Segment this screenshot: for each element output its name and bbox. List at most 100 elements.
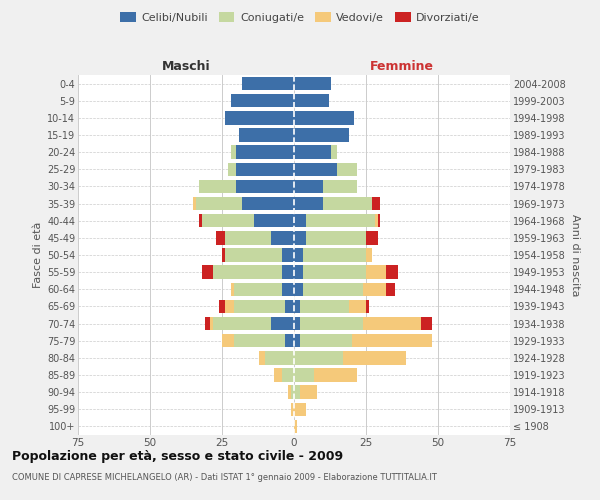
- Bar: [205, 317, 211, 330]
- Bar: [294, 214, 305, 228]
- Bar: [294, 180, 323, 193]
- Bar: [294, 146, 331, 159]
- Bar: [225, 231, 271, 244]
- Bar: [211, 317, 214, 330]
- Bar: [219, 300, 225, 313]
- Bar: [294, 351, 343, 364]
- Bar: [294, 420, 297, 433]
- Bar: [300, 334, 352, 347]
- Bar: [294, 77, 331, 90]
- Bar: [233, 334, 286, 347]
- Bar: [225, 300, 233, 313]
- Bar: [196, 197, 242, 210]
- Bar: [294, 368, 314, 382]
- Bar: [302, 266, 366, 279]
- Bar: [236, 180, 294, 193]
- Bar: [230, 146, 236, 159]
- Bar: [366, 266, 386, 279]
- Bar: [294, 300, 300, 313]
- Bar: [199, 180, 236, 193]
- Bar: [239, 128, 294, 141]
- Bar: [374, 214, 377, 228]
- Bar: [230, 282, 233, 296]
- Bar: [386, 266, 398, 279]
- Bar: [363, 317, 421, 330]
- Bar: [283, 248, 294, 262]
- Bar: [216, 231, 225, 244]
- Text: COMUNE DI CAPRESE MICHELANGELO (AR) - Dati ISTAT 1° gennaio 2009 - Elaborazione : COMUNE DI CAPRESE MICHELANGELO (AR) - Da…: [12, 472, 437, 482]
- Bar: [337, 162, 358, 176]
- Bar: [202, 214, 254, 228]
- Bar: [254, 214, 294, 228]
- Bar: [294, 94, 329, 108]
- Bar: [421, 317, 432, 330]
- Bar: [323, 197, 372, 210]
- Bar: [222, 334, 233, 347]
- Bar: [225, 111, 294, 124]
- Bar: [286, 300, 294, 313]
- Legend: Celibi/Nubili, Coniugati/e, Vedovi/e, Divorziati/e: Celibi/Nubili, Coniugati/e, Vedovi/e, Di…: [116, 8, 484, 28]
- Bar: [366, 231, 377, 244]
- Bar: [302, 248, 366, 262]
- Bar: [225, 248, 283, 262]
- Bar: [377, 214, 380, 228]
- Bar: [294, 111, 355, 124]
- Bar: [294, 128, 349, 141]
- Bar: [259, 351, 265, 364]
- Bar: [294, 386, 300, 399]
- Bar: [242, 197, 294, 210]
- Bar: [193, 197, 196, 210]
- Bar: [283, 266, 294, 279]
- Bar: [366, 248, 372, 262]
- Bar: [283, 368, 294, 382]
- Bar: [372, 197, 380, 210]
- Bar: [228, 162, 236, 176]
- Bar: [236, 146, 294, 159]
- Bar: [294, 197, 323, 210]
- Bar: [271, 231, 294, 244]
- Bar: [214, 266, 283, 279]
- Text: Popolazione per età, sesso e stato civile - 2009: Popolazione per età, sesso e stato civil…: [12, 450, 343, 463]
- Bar: [300, 317, 363, 330]
- Bar: [274, 368, 283, 382]
- Bar: [343, 351, 406, 364]
- Bar: [294, 282, 302, 296]
- Bar: [242, 77, 294, 90]
- Bar: [331, 146, 337, 159]
- Bar: [236, 162, 294, 176]
- Bar: [294, 162, 337, 176]
- Bar: [386, 282, 395, 296]
- Bar: [300, 386, 317, 399]
- Bar: [300, 300, 349, 313]
- Bar: [286, 334, 294, 347]
- Bar: [294, 334, 300, 347]
- Bar: [233, 300, 286, 313]
- Bar: [352, 334, 432, 347]
- Bar: [302, 282, 363, 296]
- Bar: [314, 368, 358, 382]
- Bar: [291, 402, 294, 416]
- Bar: [349, 300, 366, 313]
- Bar: [230, 94, 294, 108]
- Text: Maschi: Maschi: [161, 60, 211, 72]
- Bar: [366, 300, 369, 313]
- Bar: [323, 180, 358, 193]
- Y-axis label: Fasce di età: Fasce di età: [32, 222, 43, 288]
- Bar: [283, 282, 294, 296]
- Bar: [305, 231, 366, 244]
- Bar: [265, 351, 294, 364]
- Text: Femmine: Femmine: [370, 60, 434, 72]
- Bar: [291, 386, 294, 399]
- Bar: [214, 317, 271, 330]
- Bar: [202, 266, 214, 279]
- Bar: [222, 248, 225, 262]
- Bar: [294, 317, 300, 330]
- Bar: [288, 386, 291, 399]
- Bar: [233, 282, 283, 296]
- Bar: [294, 402, 305, 416]
- Bar: [305, 214, 374, 228]
- Bar: [294, 248, 302, 262]
- Bar: [294, 266, 302, 279]
- Bar: [271, 317, 294, 330]
- Bar: [294, 231, 305, 244]
